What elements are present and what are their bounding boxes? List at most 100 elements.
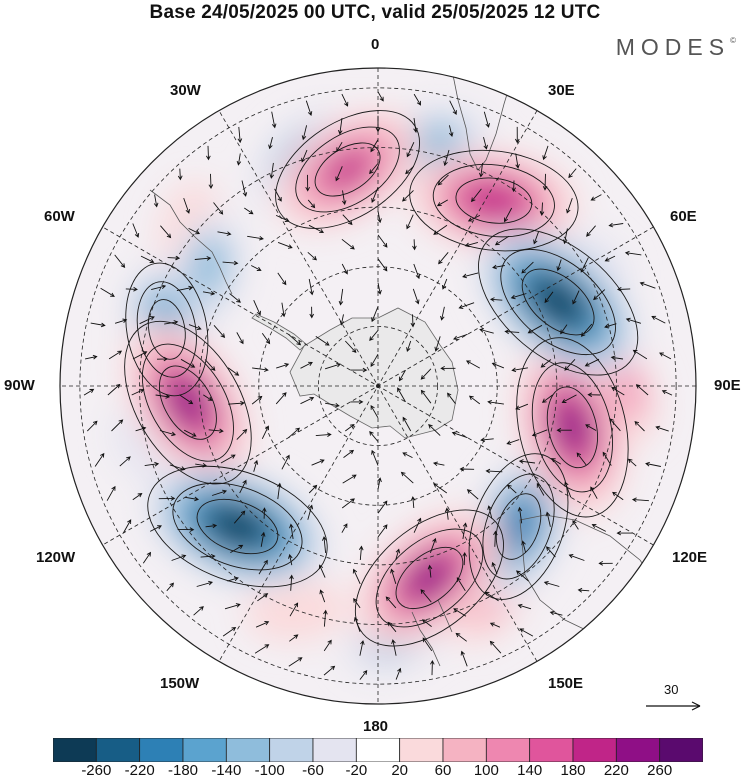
parallel-circle [79,87,677,685]
wind-arrow [305,100,313,116]
wind-arrow [511,367,528,373]
wind-arrow [494,235,510,246]
colorbar-swatch [139,738,184,762]
wind-arrow [459,466,475,472]
wind-arrow [229,293,241,303]
wind-arrow [203,394,213,401]
south-pole-marker [376,384,380,388]
wind-arrow [504,207,513,223]
wind-arrow [253,459,259,472]
wind-arrow [510,293,527,300]
wind-arrow [390,568,397,585]
wind-arrow [227,576,239,582]
wind-arrow [612,491,624,501]
wind-arrow [458,302,475,310]
wind-arrow [593,289,606,301]
wind-arrow [493,530,498,547]
wind-arrow [350,367,368,373]
wind-arrow [453,608,467,617]
wind-arrow [540,359,552,368]
wind-arrow [441,278,448,290]
wind-arrow [277,482,282,500]
wind-arrow [288,427,301,439]
wind-arrow [149,525,162,532]
wind-arrow [276,362,290,369]
wind-arrow [106,485,116,501]
wind-arrow [487,399,504,405]
wind-arrow [208,173,214,190]
label-lon-180: 180 [363,718,389,735]
wind-arrow [395,548,401,561]
wind-arrow [315,432,332,437]
wind-arrow [202,290,216,296]
wind-arrow [572,290,580,305]
wind-arrow [377,500,388,514]
wind-arrow [142,551,152,564]
wind-arrow [624,250,642,256]
wind-arrow [444,507,450,520]
wind-arrow [277,241,293,249]
wind-arrow [412,239,417,251]
wind-arrow [550,458,562,465]
wind-arrow [230,544,244,553]
wind-arrow [260,531,266,547]
wind-arrow [631,497,649,502]
wind-arrow [194,256,212,261]
wind-arrow [369,330,379,342]
wind-arrow [300,396,315,405]
map-title: Base 24/05/2025 00 UTC, valid 25/05/2025… [149,2,601,23]
wind-arrow [281,302,286,318]
wind-arrow [420,389,432,404]
wind-arrow [321,536,327,553]
wind-arrow [586,225,596,237]
wind-arrow [651,315,666,324]
wind-arrow [211,489,227,496]
africa-coast [451,69,513,171]
brand-logo: MODES© [616,34,736,61]
wind-arrow [585,424,597,431]
wind-arrow [274,188,282,202]
wind-arrow [433,224,448,235]
wind-arrow [83,388,95,396]
wind-arrow [261,425,270,439]
wind-arrow [604,255,616,262]
wind-arrow [205,523,218,529]
wind-arrow [430,659,435,676]
wind-arrow [491,561,498,575]
brand-name: MODES [615,34,731,60]
wind-arrow [217,231,232,236]
anomaly-blob [165,374,210,431]
contour-line [125,262,209,397]
wind-arrow [483,111,490,128]
graticule [60,68,696,704]
colorbar-tick-label: 180 [560,762,586,779]
wind-arrow [255,621,270,628]
colorbar-swatch [95,738,141,762]
wind-arrow [410,314,416,328]
wind-arrow [467,214,481,222]
wind-arrow [183,429,197,437]
wind-arrow [489,297,503,302]
contour-line [500,248,616,356]
wind-arrow [324,362,342,370]
wind-arrow [465,360,481,369]
contour-lines [124,110,639,647]
wind-arrow [479,328,494,334]
wind-arrow [208,428,224,434]
wind-arrow [343,449,355,458]
wind-arrow [584,358,600,367]
wind-arrow [527,324,543,334]
colorbar-tick-label: -140 [211,762,242,779]
wind-arrow [176,285,194,292]
wind-arrow [177,527,195,532]
wind-arrow [591,523,607,532]
wind-arrow [564,481,572,498]
colorbar [53,738,703,762]
wind-arrow [375,115,381,133]
wind-arrow [262,507,267,519]
wind-arrow [122,519,132,534]
wind-arrow [564,358,576,371]
wind-arrow [213,325,226,339]
wind-arrow [336,141,343,153]
wind-arrow [213,202,224,215]
